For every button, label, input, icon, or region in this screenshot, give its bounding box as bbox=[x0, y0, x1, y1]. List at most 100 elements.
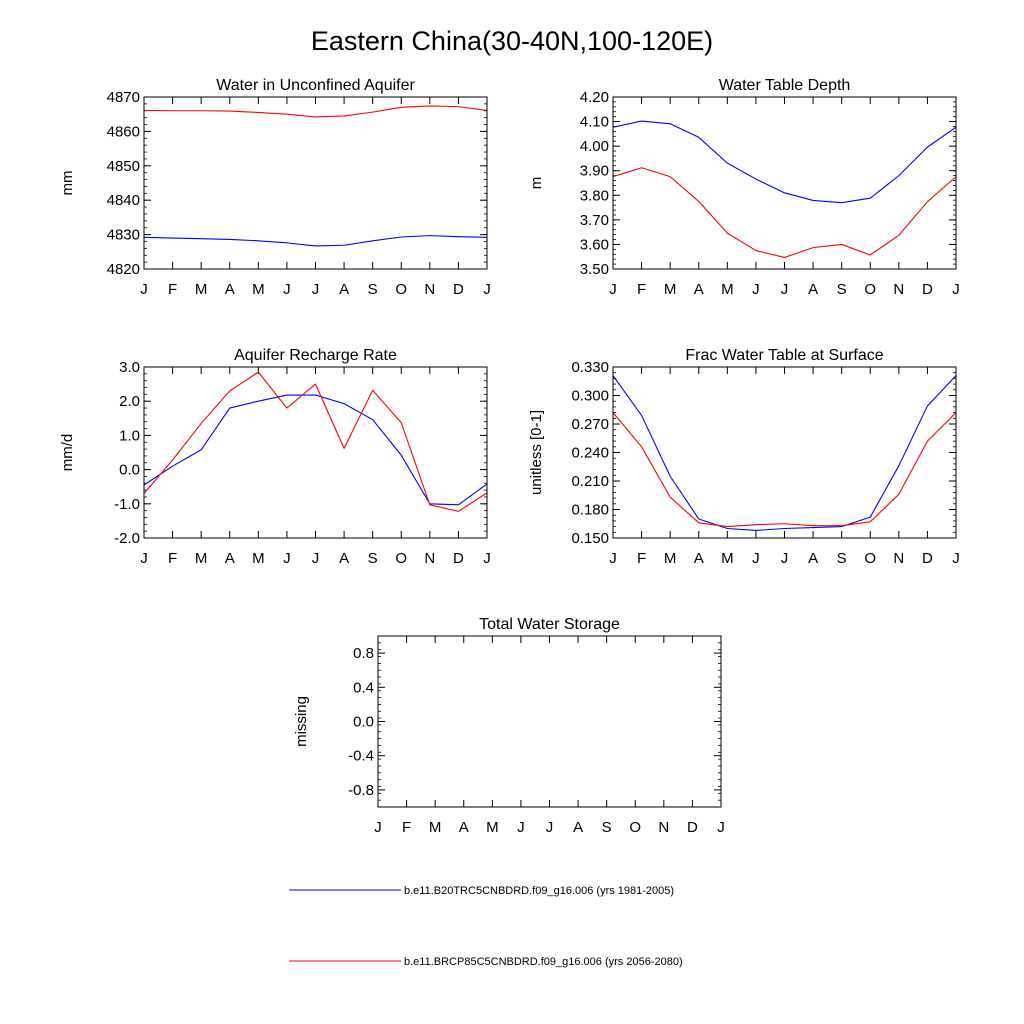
y-tick-label: 0.240 bbox=[571, 445, 609, 462]
y-tick-label: 0.0 bbox=[119, 462, 140, 479]
x-tick-label: N bbox=[893, 550, 904, 567]
y-tick-label: 3.80 bbox=[580, 187, 609, 204]
y-tick-label: 0.270 bbox=[571, 416, 609, 433]
panel-title: Water Table Depth bbox=[719, 77, 851, 94]
x-tick-label: J bbox=[781, 281, 789, 298]
x-tick-label: J bbox=[752, 550, 760, 567]
x-tick-label: F bbox=[168, 550, 177, 567]
x-tick-label: J bbox=[546, 819, 554, 836]
x-tick-label: M bbox=[252, 281, 265, 298]
x-tick-label: J bbox=[609, 281, 617, 298]
x-tick-label: J bbox=[483, 281, 491, 298]
x-tick-label: N bbox=[424, 281, 435, 298]
chart-panel-4: Frac Water Table at Surface unitless [0-1… bbox=[528, 347, 960, 567]
series-line-historical bbox=[143, 235, 488, 247]
x-tick-label: F bbox=[168, 281, 177, 298]
series-line-future bbox=[143, 371, 488, 512]
x-tick-label: D bbox=[453, 550, 464, 567]
panel-title: Water in Unconfined Aquifer bbox=[216, 77, 415, 94]
y-tick-label: 0.0 bbox=[353, 714, 374, 731]
y-tick-label: 0.4 bbox=[353, 679, 374, 696]
x-tick-label: J bbox=[312, 550, 320, 567]
x-tick-label: A bbox=[573, 819, 583, 836]
x-tick-label: O bbox=[864, 281, 876, 298]
plot-frame bbox=[612, 96, 957, 270]
y-tick-label: 4870 bbox=[107, 89, 140, 106]
y-tick-label: 0.210 bbox=[571, 473, 609, 490]
x-tick-label: D bbox=[453, 281, 464, 298]
y-tick-label: -2.0 bbox=[114, 530, 140, 547]
x-tick-label: A bbox=[694, 550, 704, 567]
series-line-future bbox=[143, 105, 488, 118]
plot-frame bbox=[377, 635, 722, 808]
x-tick-label: S bbox=[368, 550, 378, 567]
y-tick-label: 3.70 bbox=[580, 212, 609, 229]
panels: Water in Unconfined Aquifer mm 4820 4830 484… bbox=[59, 77, 960, 836]
x-tick-label: J bbox=[312, 281, 320, 298]
x-tick-label: M bbox=[721, 281, 734, 298]
x-tick-label: D bbox=[922, 281, 933, 298]
y-tick-label: -1.0 bbox=[114, 496, 140, 513]
x-tick-label: A bbox=[694, 281, 704, 298]
plot-frame bbox=[143, 366, 488, 539]
y-axis-label: m bbox=[528, 177, 545, 190]
series-line-historical bbox=[143, 394, 488, 506]
x-tick-label: A bbox=[339, 550, 349, 567]
y-tick-label: 0.8 bbox=[353, 645, 374, 662]
x-tick-label: S bbox=[837, 550, 847, 567]
y-tick-label: 0.330 bbox=[571, 359, 609, 376]
x-tick-label: J bbox=[283, 550, 291, 567]
y-tick-label: 3.90 bbox=[580, 163, 609, 180]
x-tick-label: M bbox=[429, 819, 442, 836]
x-tick-label: M bbox=[252, 550, 265, 567]
chart-panel-5: Total Water Storage missing -0.8 -0.4 0.0 0.4… bbox=[293, 616, 725, 836]
plot-frame bbox=[143, 96, 488, 270]
y-tick-label: -0.4 bbox=[348, 748, 374, 765]
x-tick-label: N bbox=[424, 550, 435, 567]
x-tick-label: M bbox=[664, 281, 677, 298]
y-axis-label: missing bbox=[293, 696, 310, 747]
plot-frame bbox=[612, 366, 957, 539]
x-tick-label: A bbox=[459, 819, 469, 836]
legend-label: b.e11.BRCP85C5CNBDRD.f09_g16.006 (yrs 20… bbox=[404, 956, 683, 968]
y-tick-label: 4840 bbox=[107, 192, 140, 209]
y-tick-label: 0.150 bbox=[571, 530, 609, 547]
chart-panel-1: Water in Unconfined Aquifer mm 4820 4830 484… bbox=[59, 77, 491, 298]
y-axis-label: mm bbox=[59, 171, 76, 196]
y-tick-label: 3.60 bbox=[580, 236, 609, 253]
y-axis-label: mm/d bbox=[59, 434, 76, 472]
y-tick-label: 2.0 bbox=[119, 393, 140, 410]
x-tick-label: O bbox=[629, 819, 641, 836]
x-tick-label: S bbox=[368, 281, 378, 298]
x-tick-label: J bbox=[717, 819, 725, 836]
y-tick-label: 3.0 bbox=[119, 359, 140, 376]
x-tick-label: J bbox=[952, 550, 960, 567]
x-tick-label: N bbox=[658, 819, 669, 836]
series-line-future bbox=[612, 412, 957, 528]
x-tick-label: J bbox=[140, 550, 148, 567]
y-tick-label: 0.300 bbox=[571, 388, 609, 405]
x-tick-label: J bbox=[609, 550, 617, 567]
y-tick-label: 4.10 bbox=[580, 114, 609, 131]
y-axis-label: unitless [0-1] bbox=[528, 410, 545, 495]
x-tick-label: F bbox=[637, 281, 646, 298]
x-tick-label: M bbox=[664, 550, 677, 567]
panel-title: Total Water Storage bbox=[479, 616, 620, 633]
figure-title: Eastern China(30-40N,100-120E) bbox=[311, 26, 713, 56]
x-tick-label: J bbox=[517, 819, 525, 836]
chart-panel-3: Aquifer Recharge Rate mm/d -2.0 -1.0 0.0 1.0 2… bbox=[59, 347, 491, 567]
x-tick-label: J bbox=[781, 550, 789, 567]
x-tick-label: A bbox=[808, 550, 818, 567]
x-tick-label: M bbox=[195, 550, 208, 567]
x-tick-label: F bbox=[637, 550, 646, 567]
y-tick-label: -0.8 bbox=[348, 782, 374, 799]
y-tick-label: 4.00 bbox=[580, 138, 609, 155]
x-tick-label: J bbox=[374, 819, 382, 836]
x-tick-label: J bbox=[952, 281, 960, 298]
panel-title: Aquifer Recharge Rate bbox=[234, 347, 397, 364]
y-tick-label: 4860 bbox=[107, 123, 140, 140]
y-tick-label: 1.0 bbox=[119, 427, 140, 444]
x-tick-label: A bbox=[339, 281, 349, 298]
y-tick-label: 0.180 bbox=[571, 502, 609, 519]
